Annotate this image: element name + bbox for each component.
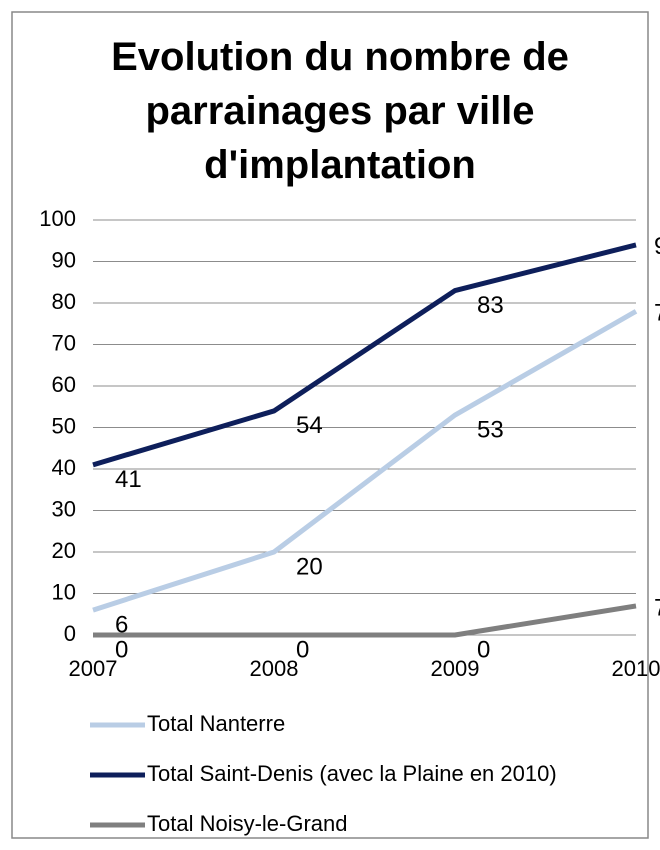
data-label: 0: [477, 636, 490, 663]
legend-label: Total Nanterre: [147, 711, 285, 736]
y-tick-label: 50: [52, 413, 76, 438]
x-tick-label: 2007: [69, 656, 118, 681]
y-tick-label: 100: [39, 206, 76, 231]
y-tick-label: 20: [52, 538, 76, 563]
data-label: 20: [296, 553, 323, 580]
chart-border: [11, 11, 649, 839]
chart-title: Evolution du nombre de parrainages par v…: [111, 35, 569, 187]
data-label: 6: [115, 611, 128, 638]
y-tick-label: 10: [52, 579, 76, 604]
y-tick-label: 40: [52, 455, 76, 480]
x-tick-label: 2010: [612, 656, 660, 681]
data-label: 78: [654, 300, 660, 327]
y-tick-label: 90: [52, 247, 76, 272]
y-tick-label: 0: [64, 621, 76, 646]
data-label: 41: [115, 466, 142, 493]
data-label: 83: [477, 292, 504, 319]
data-label: 94: [654, 233, 660, 260]
series-line: [92, 242, 637, 468]
y-tick-label: 70: [52, 330, 76, 355]
x-tick-label: 2008: [250, 656, 299, 681]
x-tick-label: 2009: [431, 656, 480, 681]
data-label: 53: [477, 416, 504, 443]
y-tick-label: 80: [52, 289, 76, 314]
series-line: [93, 603, 637, 638]
data-label: 54: [296, 412, 323, 439]
y-tick-label: 60: [52, 372, 76, 397]
series-line: [92, 309, 638, 613]
data-label: 0: [296, 636, 309, 663]
data-label: 0: [115, 636, 128, 663]
y-tick-label: 30: [52, 496, 76, 521]
legend-label: Total Noisy-le-Grand: [147, 811, 348, 836]
data-label: 7: [654, 594, 660, 621]
legend-label: Total Saint-Denis (avec la Plaine en 201…: [147, 761, 557, 786]
